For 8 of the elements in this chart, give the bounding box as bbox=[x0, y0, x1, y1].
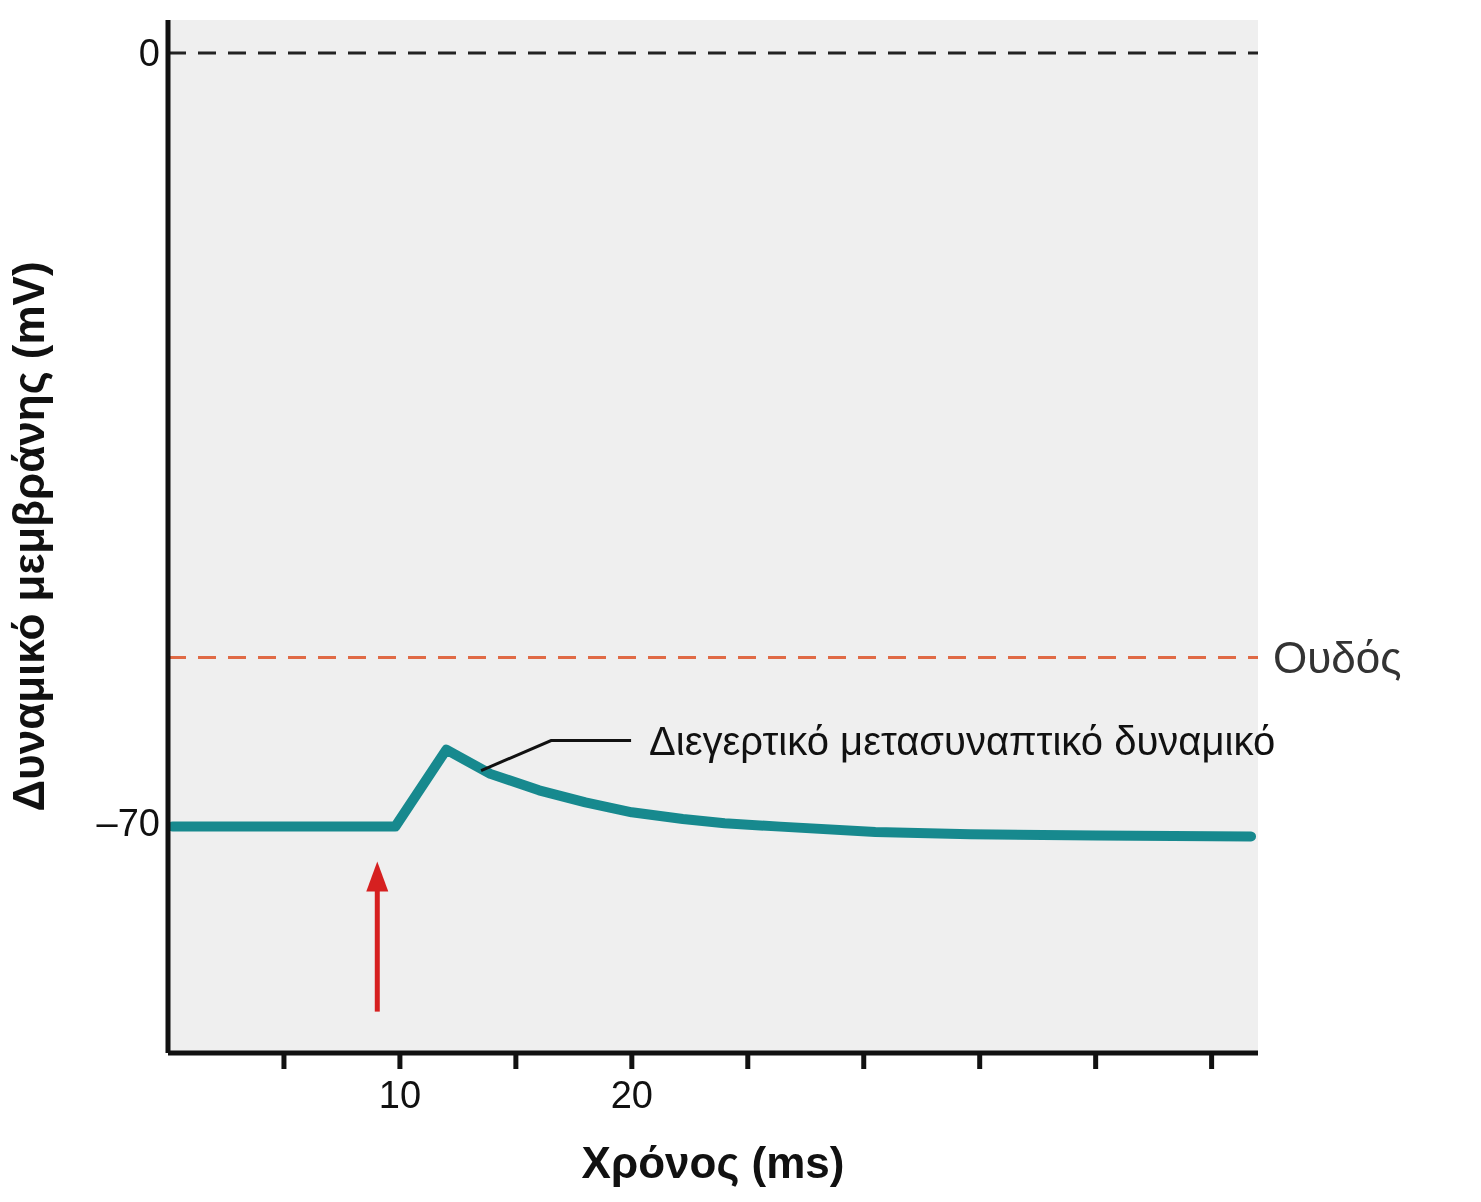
x-tick-label: 10 bbox=[378, 1073, 422, 1116]
ref-line-label: Ουδός bbox=[1273, 633, 1402, 682]
y-tick-label: 0 bbox=[138, 32, 160, 75]
y-tick-label: –70 bbox=[96, 801, 160, 844]
y-axis-title: Δυναμικό μεμβράνης (mV) bbox=[3, 261, 53, 812]
annotation: Διεγερτικό μετασυναπτικό δυναμικό bbox=[649, 718, 1276, 763]
x-tick-label: 20 bbox=[610, 1073, 653, 1116]
x-axis-title: Χρόνος (ms) bbox=[581, 1138, 845, 1187]
